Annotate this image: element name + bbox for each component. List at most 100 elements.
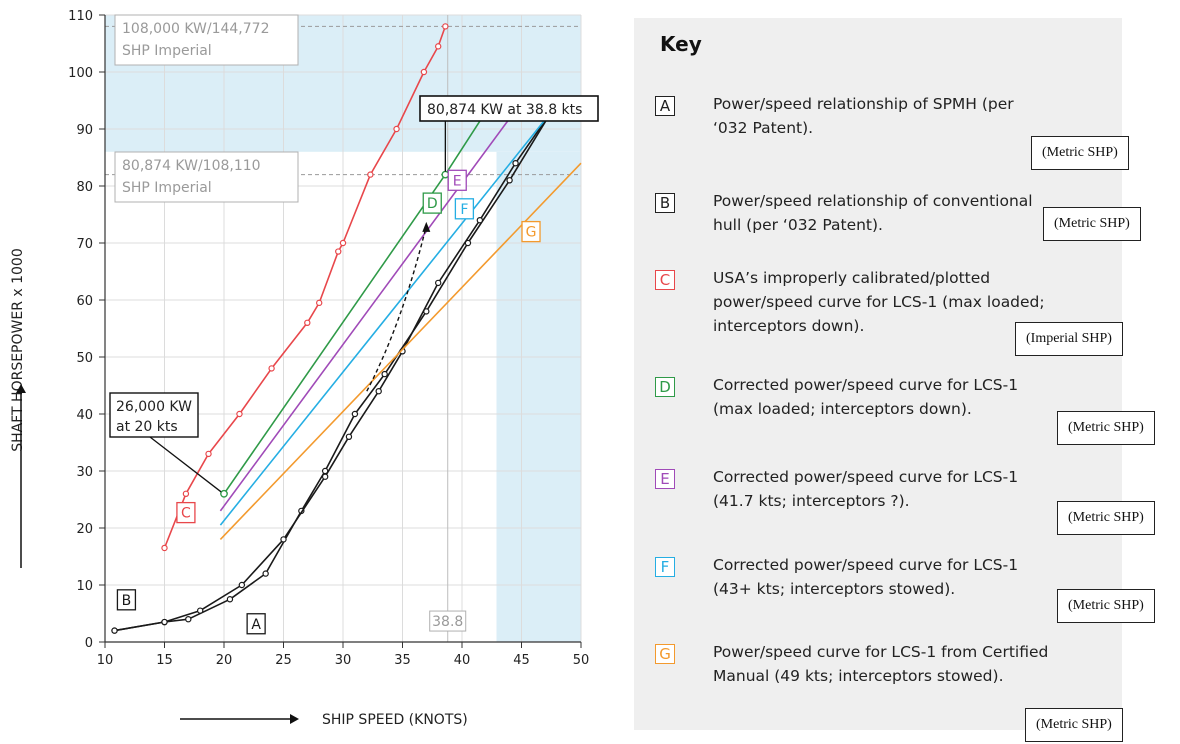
y-tick-label: 60: [76, 294, 93, 309]
y-tick-label: 50: [76, 351, 93, 366]
key-description-f: Corrected power/speed curve for LCS-1 (4…: [713, 556, 1019, 598]
reference-label-line1: 80,874 KW/108,110: [122, 158, 261, 174]
curve-label-e: E: [453, 173, 462, 189]
curve-label-f-box: [454, 198, 475, 220]
curve-label-a: A: [251, 617, 261, 633]
reference-lines: 108,000 KW/144,772 SHP Imperial 80,874 KW/…: [105, 14, 581, 642]
series-b-point: [238, 581, 246, 589]
key-letter-c: C: [655, 270, 675, 290]
key-letter-g: G: [655, 644, 675, 664]
x-tick-label: 20: [216, 653, 233, 668]
y-tick-label: 90: [76, 123, 93, 138]
key-unit-d: (Metric SHP): [1057, 411, 1155, 445]
series-c-point: [442, 23, 449, 30]
key-description-c: USA’s improperly calibrated/plotted powe…: [713, 269, 1045, 335]
x-tick-label: 10: [97, 653, 114, 668]
chart-annotations: 26,000 KW at 20 kts 80,874 KW at 38.8 kts: [109, 95, 599, 493]
y-tick-label: 30: [76, 465, 93, 480]
shift-arrow-head: [422, 221, 431, 232]
series-c-point: [367, 171, 374, 178]
key-letter-e: E: [655, 469, 675, 489]
reference-label-line1: 108,000 KW/144,772: [122, 21, 269, 37]
reference-label-box: [114, 14, 299, 66]
curve-label-c-box: [176, 501, 196, 524]
series-c-point: [316, 299, 323, 307]
x-tick-label: 50: [573, 653, 590, 668]
annotation-26000-box: [109, 392, 199, 438]
chart-axes: 10 15 20 25 30 35 40 45 50 0 10 20 30 40 50 60 70 80 90 100…: [68, 9, 589, 668]
y-tick-label: 80: [76, 180, 93, 195]
key-unit-g: (Metric SHP): [1025, 708, 1123, 742]
series-b-point: [512, 159, 519, 167]
key-unit-e: (Metric SHP): [1057, 501, 1155, 535]
x-tick-label: 30: [335, 653, 352, 668]
series-c-point: [182, 490, 190, 497]
chart-gridlines: [104, 14, 582, 643]
series-a-point: [226, 596, 234, 603]
series-d-point: [441, 170, 450, 179]
y-tick-label: 40: [76, 408, 93, 423]
series-a-point: [506, 177, 513, 184]
reference-label-box: [114, 151, 299, 203]
y-tick-label: 20: [76, 522, 93, 537]
series-c-point: [161, 544, 168, 552]
series-c-point: [304, 319, 311, 326]
series-b-point: [476, 216, 484, 224]
reference-label-line2: SHP Imperial: [122, 180, 212, 196]
curve-label-d-box: [422, 192, 442, 214]
series-g-line: [219, 162, 582, 540]
series-a-point: [381, 370, 388, 378]
key-letter-f: F: [655, 557, 675, 577]
x-tick-label: 45: [513, 653, 530, 668]
series-a-point: [351, 410, 359, 418]
y-tick-label: 70: [76, 237, 93, 252]
series-c-point: [236, 410, 243, 418]
series-b-point: [161, 618, 168, 626]
curve-label-g-box: [521, 220, 541, 243]
curve-label-c: C: [181, 506, 191, 522]
shift-arrow-line: [366, 225, 427, 392]
curve-label-a-box: [246, 613, 266, 635]
key-description-a: Power/speed relationship of SPMH (per ‘0…: [713, 95, 1014, 137]
series-a-point: [185, 616, 192, 623]
key-letter-b: B: [655, 193, 675, 213]
key-unit-a: (Metric SHP): [1031, 136, 1129, 170]
key-description-b: Power/speed relationship of conventional…: [713, 192, 1033, 234]
y-tick-label: 110: [68, 9, 93, 24]
series-c-point: [339, 239, 347, 247]
series-c-point: [393, 125, 400, 133]
key-description-d: Corrected power/speed curve for LCS-1 (m…: [713, 376, 1019, 418]
key-description-g: Power/speed curve for LCS-1 from Certifi…: [713, 643, 1049, 685]
reference-label-line2: SHP Imperial: [122, 43, 212, 59]
annotation-26000-leader: [149, 436, 222, 493]
x-tick-label: 35: [394, 653, 411, 668]
curve-label-e-box: [447, 169, 467, 191]
x-tick-label: 15: [156, 653, 173, 668]
series-b-point: [196, 607, 204, 614]
power-speed-chart: 108,000 KW/144,772 SHP Imperial 80,874 KW/…: [10, 9, 599, 728]
series-a-point: [262, 570, 269, 577]
key-title: Key: [660, 32, 702, 56]
annotation-80874-text: 80,874 KW at 38.8 kts: [427, 102, 582, 118]
y-tick-label: 10: [76, 579, 93, 594]
curve-label-b: B: [122, 593, 132, 609]
series-c-point: [205, 450, 212, 458]
series-b-point: [280, 536, 287, 543]
annotation-26000-line1: 26,000 KW: [116, 399, 192, 415]
curve-label-f: F: [460, 202, 468, 218]
x-tick-label: 25: [275, 653, 292, 668]
y-axis-arrow: [16, 384, 26, 568]
x-axis-arrow: [180, 714, 299, 724]
reference-38-8-box: [429, 610, 467, 632]
key-unit-b: (Metric SHP): [1043, 207, 1141, 241]
key-letter-d: D: [655, 377, 675, 397]
reference-38-8-label: 38.8: [432, 614, 463, 630]
series-c-point: [435, 43, 442, 50]
x-axis-title: SHIP SPEED (KNOTS): [322, 712, 468, 728]
series-b-point: [435, 279, 442, 287]
curve-label-b-box: [116, 589, 137, 611]
curve-label-g: G: [526, 225, 537, 241]
series-c-point: [335, 248, 342, 255]
key-unit-c: (Imperial SHP): [1015, 322, 1123, 356]
x-tick-label: 40: [454, 653, 471, 668]
